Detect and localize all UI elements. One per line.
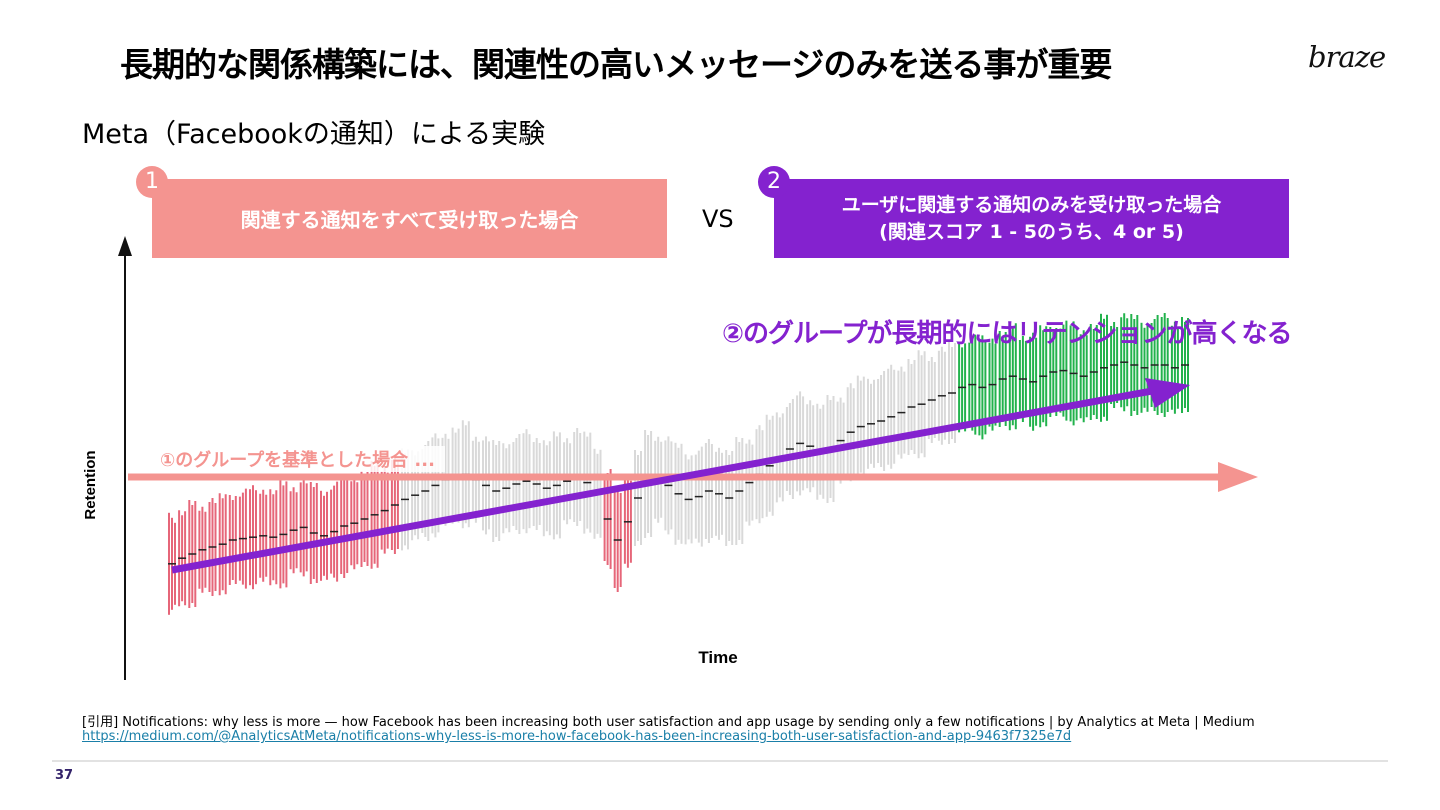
vs-label: VS <box>702 205 734 233</box>
baseline-arrow-icon <box>1218 462 1258 492</box>
y-axis-arrow-icon <box>118 236 132 256</box>
page-number: 37 <box>55 768 74 783</box>
panel-label-line1: ユーザに関連する通知のみを受け取った場合 <box>841 193 1222 216</box>
baseline-label: ①のグループを基準とした場合 ... <box>160 449 435 471</box>
number-badge-2: 2 <box>758 166 790 198</box>
trend-label: ②のグループが長期的にはリテンションが高くなる <box>722 318 1291 349</box>
footer-divider <box>52 760 1388 762</box>
retention-chart: Retention Time ①のグループを基準とした場合 ... ②のグループ… <box>82 236 1292 680</box>
citation-text-content: [引用] Notifications: why less is more — h… <box>82 715 1255 730</box>
citation-link[interactable]: https://medium.com/@AnalyticsAtMeta/noti… <box>82 729 1072 744</box>
panel-relevant-notifications: ユーザに関連する通知のみを受け取った場合 (関連スコア 1 - 5のうち、4 o… <box>774 179 1289 258</box>
trend-line <box>171 387 1153 574</box>
subtitle: Meta（Facebookの通知）による実験 <box>82 119 546 150</box>
y-axis-label: Retention <box>82 450 99 519</box>
x-axis-label: Time <box>698 648 737 667</box>
panel-label-line2: (関連スコア 1 - 5のうち、4 or 5) <box>879 220 1184 243</box>
trend-arrow-icon <box>1145 378 1190 408</box>
page-title: 長期的な関係構築には、関連性の高いメッセージのみを送る事が重要 <box>120 45 1112 84</box>
panel-all-notifications: 関連する通知をすべて受け取った場合 <box>152 179 667 258</box>
number-badge-1: 1 <box>136 166 168 198</box>
panel-label: 関連する通知をすべて受け取った場合 <box>240 208 579 232</box>
citation-text: [引用] Notifications: why less is more — h… <box>82 711 1255 730</box>
baseline-label-bg <box>155 446 445 472</box>
braze-logo: braze <box>1308 40 1386 74</box>
